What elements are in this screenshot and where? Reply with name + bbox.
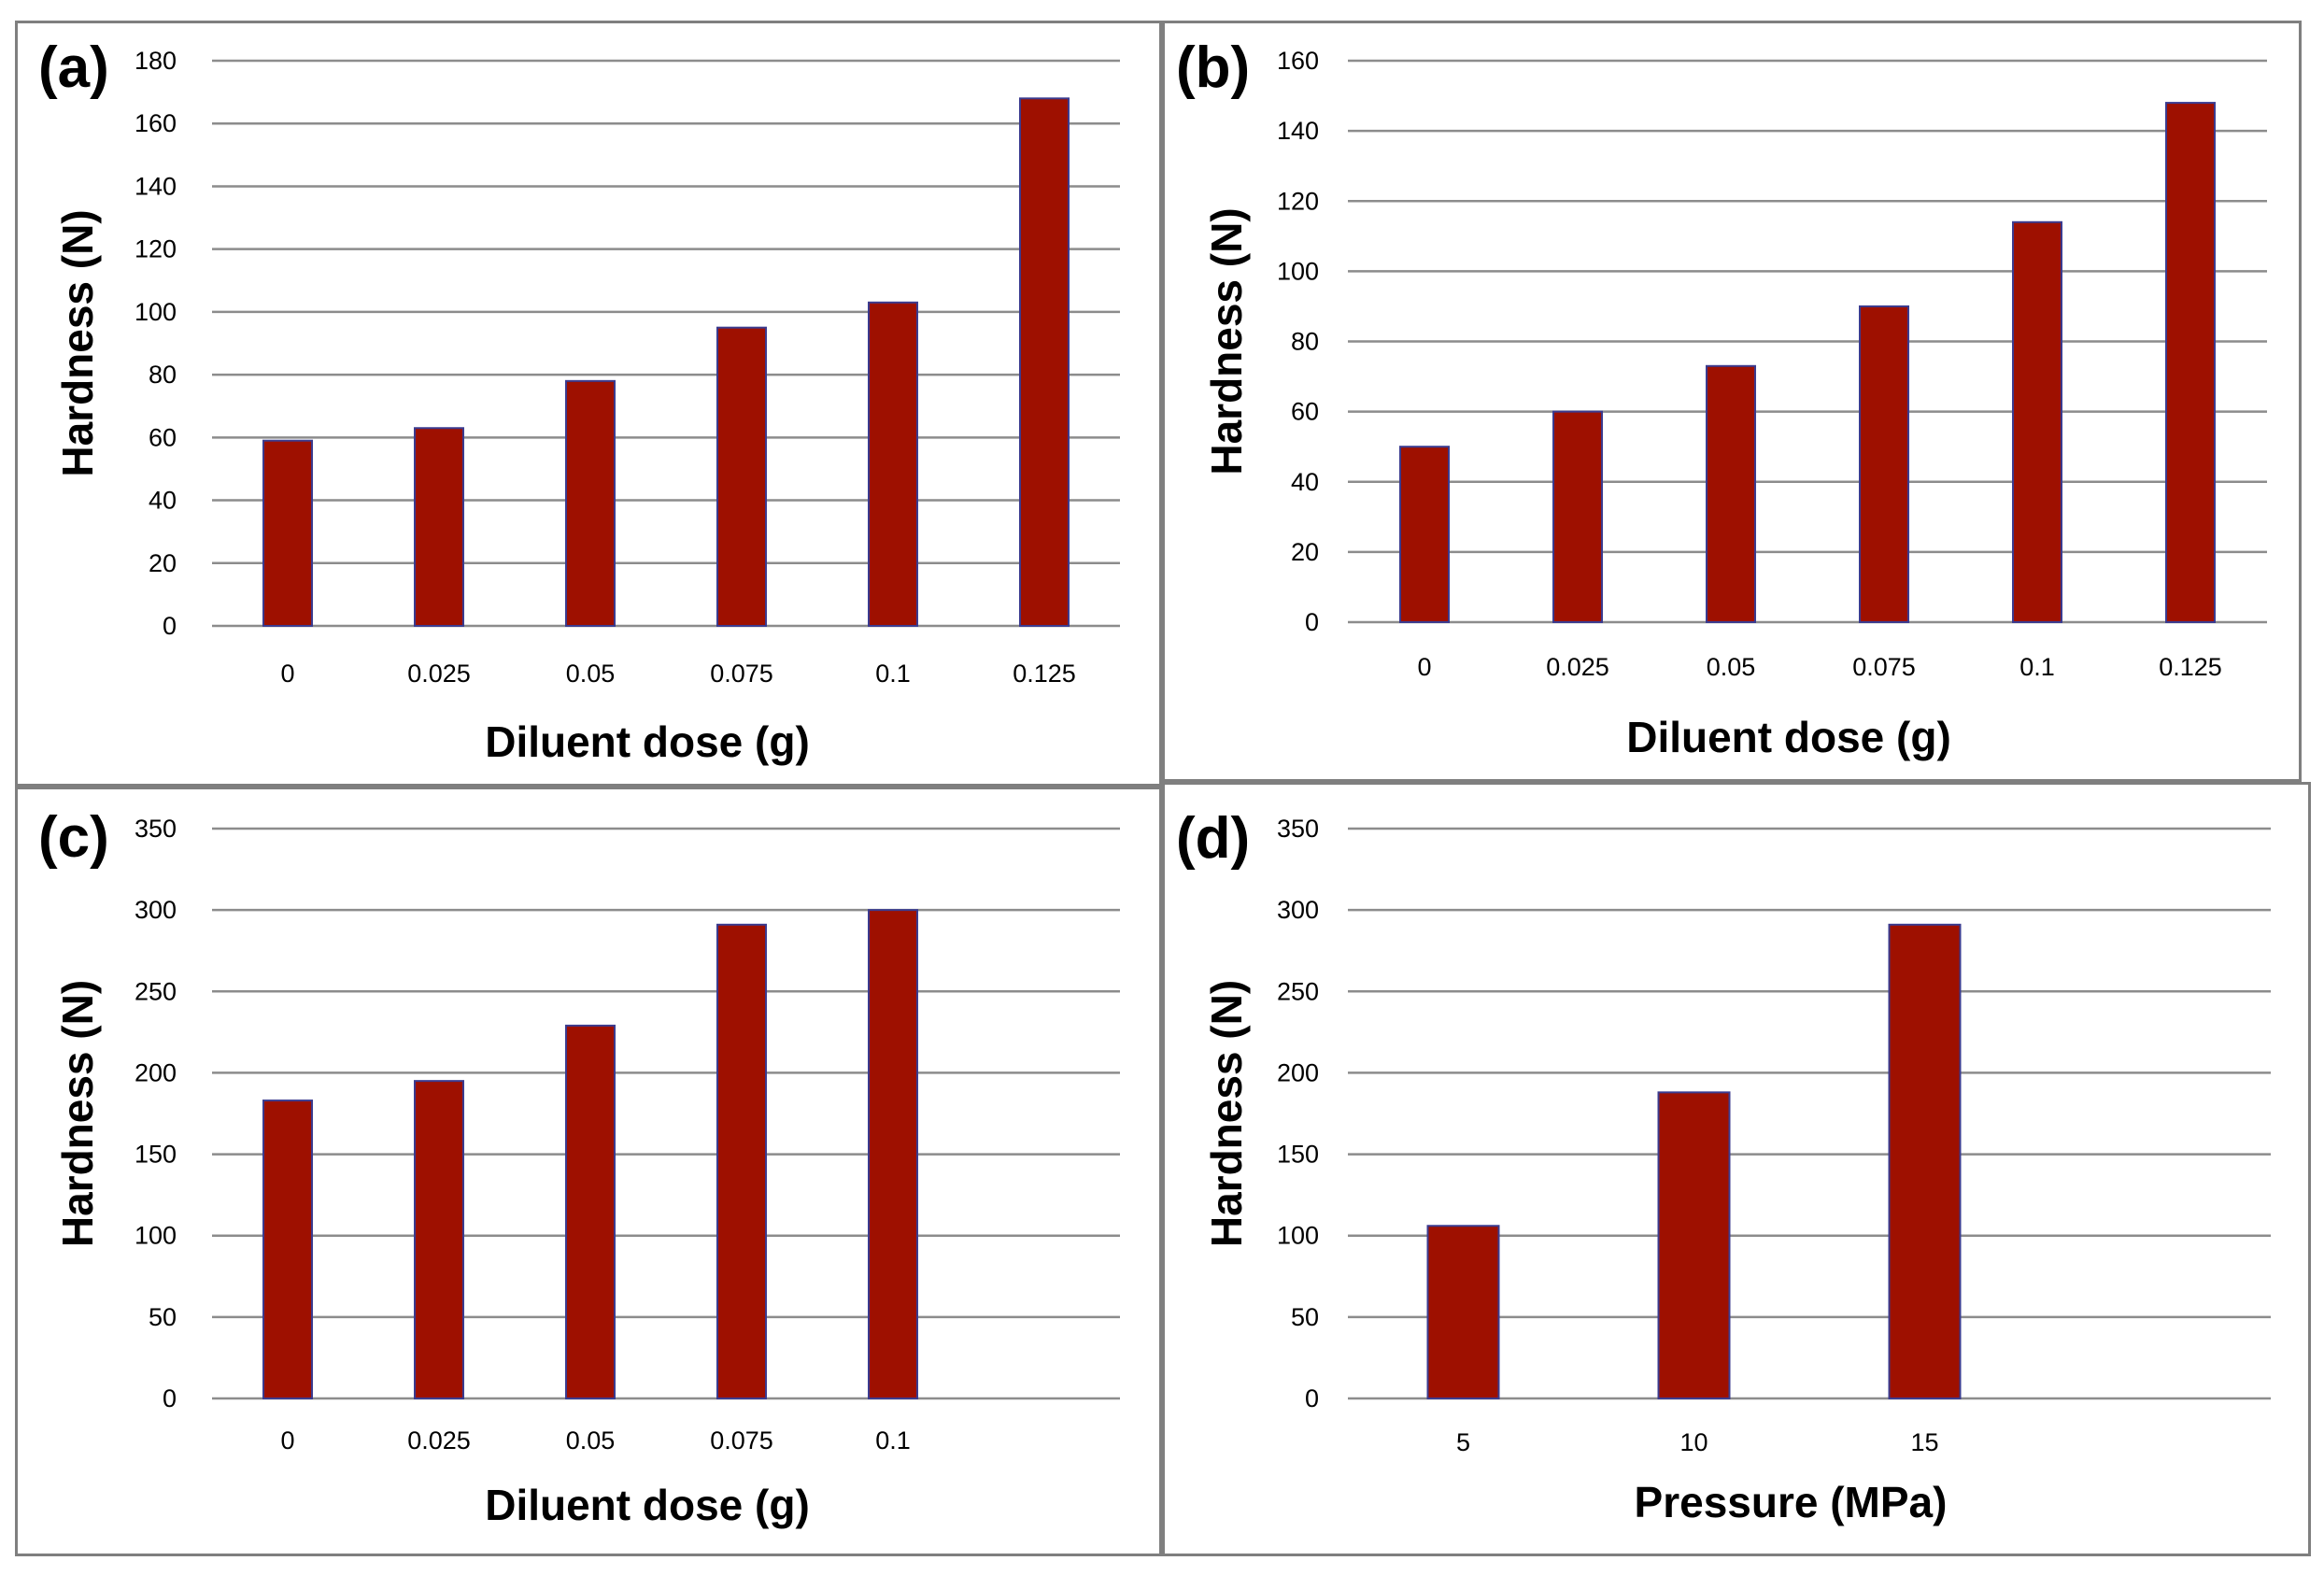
chart-a-x-axis-title: Diluent dose (g)	[485, 717, 810, 766]
chart-c-x-tick-label: 0.075	[710, 1426, 773, 1454]
chart-a-y-tick-label: 100	[135, 298, 177, 326]
chart-c-y-tick-label: 200	[135, 1058, 177, 1086]
chart-c-y-tick-label: 250	[135, 977, 177, 1005]
chart-c-x-axis-title: Diluent dose (g)	[485, 1481, 810, 1529]
chart-b-bar	[1552, 410, 1603, 623]
chart-a-bar	[1019, 97, 1070, 628]
chart-b-y-tick-label: 140	[1277, 117, 1319, 145]
chart-c-y-tick-label: 50	[149, 1303, 177, 1331]
chart-d-y-tick-label: 100	[1277, 1222, 1319, 1250]
chart-b-bar	[1706, 364, 1756, 623]
chart-panel-d: 0 50 100 150 200 250 300 350 5 10 15 (d) Pressure (M…	[1162, 782, 2311, 1556]
chart-a-y-tick-label: 180	[135, 47, 177, 75]
chart-a-y-tick-label: 20	[149, 549, 177, 577]
chart-a-bar	[868, 301, 918, 627]
chart-b-y-tick-label: 100	[1277, 257, 1319, 285]
chart-b-x-tick-label: 0.075	[1852, 653, 1916, 681]
chart-d-y-tick-label: 200	[1277, 1058, 1319, 1086]
chart-d-x-axis-title: Pressure (MPa)	[1635, 1478, 1948, 1526]
chart-c-bar	[262, 1100, 313, 1399]
chart-b-bar	[1859, 305, 1909, 623]
chart-c-bar	[414, 1080, 464, 1399]
chart-a-y-tick-label: 0	[163, 612, 177, 640]
chart-d-y-tick-label: 300	[1277, 896, 1319, 924]
chart-d-y-axis-title: Hardness (N)	[1202, 980, 1251, 1247]
chart-b-svg: 0 20 40 60 80 100 120 140 160 0 0.025 0.05 0.075 0.1 0…	[1176, 35, 2267, 761]
chart-a-y-tick-label: 40	[149, 487, 177, 515]
chart-c-y-tick-label: 100	[135, 1222, 177, 1250]
chart-c-y-axis-title: Hardness (N)	[53, 980, 102, 1247]
chart-c-x-tick-label: 0.025	[407, 1426, 471, 1454]
chart-a-svg: 0 20 40 60 80 100 120 140 160 180 0 0.025 0.05 0.075 0…	[38, 35, 1120, 766]
chart-b-x-axis-title: Diluent dose (g)	[1626, 713, 1951, 761]
chart-panel-a: 0 20 40 60 80 100 120 140 160 180 0 0.025 0.05 0.075 0…	[15, 21, 1162, 787]
chart-b-y-tick-label: 20	[1291, 538, 1319, 566]
chart-d-y-tick-label: 350	[1277, 815, 1319, 843]
chart-c-y-tick-label: 300	[135, 896, 177, 924]
chart-a-bar	[262, 439, 313, 628]
chart-d-y-tick-label: 250	[1277, 977, 1319, 1005]
chart-a-bar	[414, 427, 464, 627]
chart-a-x-tick-label: 0.125	[1013, 660, 1076, 688]
chart-b-y-axis-title: Hardness (N)	[1202, 207, 1251, 475]
chart-a-y-tick-label: 160	[135, 109, 177, 137]
chart-panel-b: 0 20 40 60 80 100 120 140 160 0 0.025 0.05 0.075 0.1 0…	[1162, 21, 2302, 782]
chart-c-y-tick-label: 150	[135, 1141, 177, 1169]
chart-c-y-tick-label: 0	[163, 1384, 177, 1412]
chart-d-x-tick-label: 5	[1456, 1428, 1470, 1456]
chart-a-x-tick-label: 0.075	[710, 660, 773, 688]
chart-a-y-tick-label: 80	[149, 361, 177, 389]
chart-b-bar	[2012, 220, 2062, 623]
chart-panel-c: 0 50 100 150 200 250 300 350 0 0.025 0.05 0.075 0.1 (…	[15, 787, 1162, 1556]
chart-d-bar	[1888, 923, 1962, 1399]
chart-a-y-tick-label: 60	[149, 423, 177, 451]
chart-a-y-tick-label: 120	[135, 235, 177, 263]
chart-b-x-tick-label: 0.125	[2159, 653, 2222, 681]
chart-b-x-tick-label: 0.05	[1707, 653, 1756, 681]
chart-b-x-tick-label: 0.1	[2019, 653, 2055, 681]
chart-d-panel-label: (d)	[1176, 806, 1250, 871]
chart-c-x-tick-label: 0.1	[875, 1426, 911, 1454]
chart-c-bar	[868, 909, 918, 1399]
chart-a-bar	[565, 379, 616, 627]
chart-c-bar	[716, 923, 767, 1399]
chart-b-y-tick-label: 160	[1277, 47, 1319, 75]
chart-b-y-tick-label: 80	[1291, 328, 1319, 356]
chart-c-x-tick-label: 0	[280, 1426, 294, 1454]
chart-d-bar	[1657, 1091, 1731, 1399]
chart-a-x-tick-label: 0.1	[875, 660, 911, 688]
chart-a-panel-label: (a)	[38, 35, 109, 100]
chart-d-y-tick-label: 150	[1277, 1141, 1319, 1169]
chart-a-x-tick-label: 0	[280, 660, 294, 688]
chart-a-y-axis-title: Hardness (N)	[53, 209, 102, 476]
chart-c-bar	[565, 1024, 616, 1399]
chart-b-x-tick-label: 0	[1417, 653, 1431, 681]
chart-b-y-tick-label: 120	[1277, 187, 1319, 215]
chart-d-x-tick-label: 10	[1679, 1428, 1708, 1456]
chart-b-panel-label: (b)	[1176, 35, 1250, 100]
chart-d-y-tick-label: 50	[1291, 1303, 1319, 1331]
chart-b-y-tick-label: 60	[1291, 398, 1319, 426]
chart-c-x-tick-label: 0.05	[566, 1426, 616, 1454]
chart-d-x-tick-label: 15	[1910, 1428, 1938, 1456]
chart-a-x-tick-label: 0.025	[407, 660, 471, 688]
chart-d-bar	[1426, 1225, 1500, 1399]
chart-a-y-tick-label: 140	[135, 172, 177, 200]
chart-c-panel-label: (c)	[38, 805, 109, 870]
chart-b-y-tick-label: 0	[1305, 608, 1319, 636]
chart-b-x-tick-label: 0.025	[1546, 653, 1609, 681]
chart-b-bar	[1399, 446, 1450, 623]
chart-c-y-tick-label: 350	[135, 815, 177, 843]
chart-a-bar	[716, 326, 767, 627]
chart-a-x-tick-label: 0.05	[566, 660, 616, 688]
chart-c-svg: 0 50 100 150 200 250 300 350 0 0.025 0.05 0.075 0.1 (…	[38, 805, 1120, 1529]
chart-d-svg: 0 50 100 150 200 250 300 350 5 10 15 (d) Pressure (M…	[1176, 806, 2271, 1526]
chart-b-bar	[2165, 102, 2216, 623]
chart-d-y-tick-label: 0	[1305, 1384, 1319, 1412]
chart-b-y-tick-label: 40	[1291, 468, 1319, 496]
